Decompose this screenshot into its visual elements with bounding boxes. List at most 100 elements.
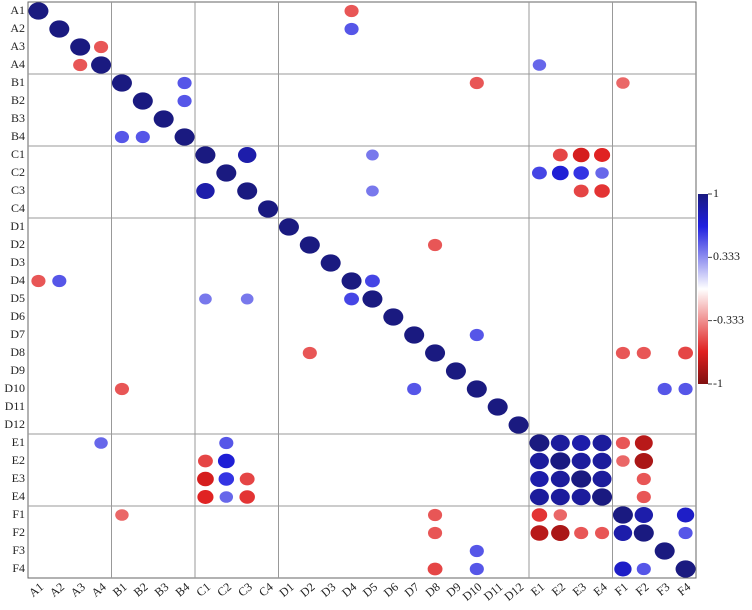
- y-tick-label: F2: [12, 525, 25, 539]
- correlation-ellipse: [571, 452, 591, 470]
- correlation-ellipse: [592, 452, 612, 470]
- correlation-ellipse: [615, 346, 631, 360]
- correlation-ellipse: [552, 148, 568, 162]
- correlation-ellipse: [636, 346, 651, 360]
- x-tick-label: C3: [235, 580, 255, 600]
- x-tick-label: B1: [110, 580, 130, 600]
- x-tick-label: D6: [381, 580, 401, 600]
- correlation-ellipse: [427, 238, 443, 252]
- x-tick-label: F2: [633, 580, 652, 599]
- correlation-ellipse: [636, 490, 651, 504]
- correlation-ellipse: [239, 490, 255, 504]
- correlation-ellipse: [427, 508, 443, 522]
- x-tick-label: F3: [654, 580, 673, 599]
- colorbar-label: -1: [713, 376, 723, 390]
- correlation-ellipse: [239, 472, 255, 486]
- y-tick-label: F1: [12, 507, 25, 521]
- y-tick-label: C4: [11, 201, 25, 215]
- correlation-ellipse: [573, 184, 589, 198]
- correlation-ellipse: [634, 435, 653, 451]
- correlation-ellipse: [344, 22, 359, 36]
- y-tick-label: C2: [11, 165, 25, 179]
- x-tick-label: F4: [675, 580, 694, 599]
- correlation-ellipse: [427, 526, 443, 540]
- correlation-ellipse: [365, 274, 380, 288]
- x-tick-label: B3: [152, 580, 172, 600]
- correlation-ellipse: [550, 470, 570, 488]
- correlation-ellipse: [299, 236, 320, 254]
- y-tick-label: B1: [11, 75, 25, 89]
- correlation-ellipse: [425, 344, 446, 362]
- correlation-ellipse: [550, 488, 570, 506]
- correlation-ellipse: [530, 525, 549, 541]
- correlation-ellipse: [344, 292, 359, 306]
- x-tick-label: C2: [214, 580, 234, 600]
- correlation-ellipse: [199, 293, 212, 305]
- correlation-ellipse: [616, 77, 630, 89]
- y-tick-label: E3: [12, 471, 25, 485]
- y-tick-label: D8: [10, 345, 25, 359]
- correlation-ellipse: [633, 524, 654, 542]
- correlation-ellipse: [302, 346, 317, 360]
- correlation-ellipse: [469, 76, 484, 90]
- correlation-ellipse: [592, 470, 612, 488]
- colorbar-label: 1: [713, 186, 719, 200]
- correlation-ellipse: [135, 130, 150, 144]
- correlation-ellipse: [487, 398, 508, 416]
- correlation-ellipse: [675, 560, 696, 578]
- correlation-ellipse: [594, 526, 610, 540]
- correlation-ellipse: [572, 147, 590, 163]
- y-tick-label: D12: [4, 417, 25, 431]
- correlation-ellipse: [237, 182, 258, 200]
- x-tick-label: E4: [591, 580, 610, 599]
- y-tick-label: D7: [10, 327, 25, 341]
- correlation-ellipse: [571, 488, 591, 506]
- correlation-ellipse: [574, 526, 589, 540]
- correlation-ellipse: [407, 382, 422, 396]
- correlation-ellipse: [216, 164, 237, 182]
- correlation-ellipse: [530, 471, 549, 487]
- correlation-ellipse: [654, 542, 675, 560]
- correlation-ellipse: [240, 293, 254, 305]
- correlation-ellipse: [258, 200, 279, 218]
- correlation-ellipse: [70, 38, 91, 56]
- correlation-ellipse: [636, 472, 651, 486]
- x-tick-label: D7: [402, 580, 422, 600]
- correlation-ellipse: [678, 382, 693, 396]
- correlation-ellipse: [114, 382, 130, 396]
- y-tick-label: D1: [10, 219, 25, 233]
- x-tick-label: F1: [612, 580, 631, 599]
- correlation-ellipse: [344, 4, 359, 18]
- correlation-ellipse: [320, 254, 341, 272]
- correlation-ellipse: [634, 507, 654, 523]
- y-tick-label: B2: [11, 93, 25, 107]
- correlation-ellipse: [195, 146, 216, 164]
- correlation-ellipse: [594, 184, 610, 198]
- y-tick-label: F4: [12, 561, 25, 575]
- y-tick-label: E2: [12, 453, 25, 467]
- y-tick-label: D11: [5, 399, 25, 413]
- correlation-ellipse: [278, 218, 299, 236]
- correlation-ellipse: [532, 166, 547, 180]
- correlation-ellipse: [177, 94, 192, 108]
- correlation-ellipse: [31, 274, 46, 288]
- correlation-ellipse: [531, 508, 548, 522]
- x-tick-label: C4: [256, 580, 276, 600]
- x-tick-label: D12: [501, 580, 526, 604]
- y-tick-label: E1: [12, 435, 25, 449]
- correlation-ellipse: [636, 562, 651, 576]
- correlation-ellipse: [612, 506, 633, 524]
- correlation-ellipse: [94, 437, 108, 449]
- correlation-ellipse: [196, 183, 215, 199]
- correlation-ellipse: [218, 472, 235, 486]
- correlation-ellipse: [508, 416, 529, 434]
- correlation-ellipse: [571, 470, 592, 488]
- correlation-ellipse: [132, 92, 153, 110]
- x-tick-label: D8: [423, 580, 443, 600]
- x-tick-label: D5: [360, 580, 380, 600]
- correlation-ellipse: [593, 148, 611, 162]
- correlation-ellipse: [237, 147, 257, 163]
- y-tick-label: C1: [11, 147, 25, 161]
- x-tick-label: A3: [68, 580, 88, 600]
